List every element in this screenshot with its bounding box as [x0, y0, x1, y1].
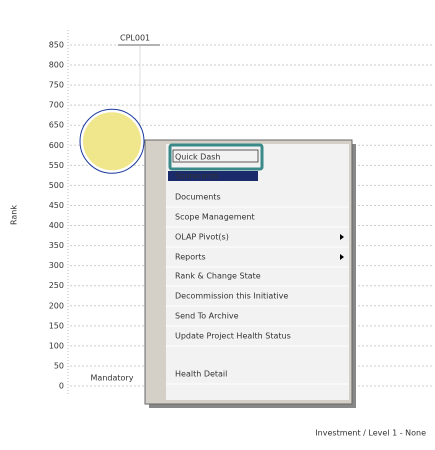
footer: Investment / Level 1 - None — [315, 429, 426, 438]
bubble-ring — [79, 108, 145, 174]
y-tick-label: 50 — [54, 361, 64, 370]
submenu-arrow — [340, 234, 344, 240]
y-tick-label: 800 — [49, 61, 64, 70]
y-tick-label: 750 — [49, 81, 64, 90]
menu-item[interactable]: Rank & Change State — [175, 272, 261, 281]
y-tick-label: 600 — [49, 141, 64, 150]
submenu-arrow — [340, 254, 344, 260]
y-tick-label: 700 — [49, 101, 64, 110]
axis-label: Rank — [10, 205, 19, 225]
menu-item[interactable]: Scorecards — [175, 172, 219, 181]
menu-item[interactable]: Health Detail — [175, 370, 227, 379]
menu-item[interactable]: Scope Management — [175, 213, 255, 222]
focus-box — [168, 143, 264, 171]
menu-items-bg — [166, 144, 349, 400]
menu-item-highlight — [168, 171, 258, 181]
menu-item[interactable]: OLAP Pivot(s) — [175, 233, 229, 242]
menu-item[interactable]: Quick Dash — [175, 153, 220, 162]
menu-item[interactable]: Send To Archive — [175, 312, 239, 321]
y-tick-label: 350 — [49, 241, 64, 250]
y-tick-label: 500 — [49, 181, 64, 190]
y-tick-label: 450 — [49, 201, 64, 210]
bubble — [81, 110, 143, 173]
y-tick-label: 300 — [49, 261, 64, 270]
y-tick-label: 850 — [49, 41, 64, 50]
y-tick-label: 200 — [49, 301, 64, 310]
y-tick-label: 150 — [49, 321, 64, 330]
y-tick-label: 650 — [49, 121, 64, 130]
y-tick-label: 250 — [49, 281, 64, 290]
menu-item[interactable]: Update Project Health Status — [175, 332, 291, 341]
menu-item[interactable]: Decommission this Initiative — [175, 292, 288, 301]
y-tick-label: 400 — [49, 221, 64, 230]
y-tick-label: 100 — [49, 341, 64, 350]
category-label: Mandatory — [91, 374, 134, 383]
menu-item[interactable]: Documents — [175, 193, 221, 202]
y-tick-label: 0 — [59, 382, 64, 391]
focus-inner — [172, 149, 259, 163]
bubble-label: CPL001 — [120, 34, 150, 43]
menu-item[interactable]: Reports — [175, 253, 206, 262]
y-tick-label: 550 — [49, 161, 64, 170]
